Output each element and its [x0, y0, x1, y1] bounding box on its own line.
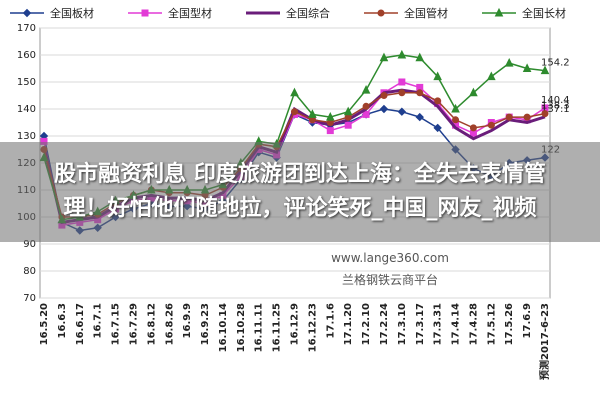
- x-tick-label: 16.12.9: [290, 303, 301, 345]
- x-tick-label: 16.10.28: [236, 303, 247, 352]
- end-label: 138.3: [541, 101, 570, 112]
- x-tick-label: 16.10.14: [218, 303, 229, 352]
- y-tick-label: 90: [23, 239, 36, 250]
- legend-label: 全国型材: [168, 6, 212, 20]
- point: [361, 84, 371, 94]
- x-tick-label: 16.11.25: [272, 303, 283, 352]
- point: [397, 107, 407, 116]
- point: [308, 109, 317, 118]
- legend-label: 全国综合: [286, 6, 330, 20]
- x-tick-label: 16.6.3: [57, 303, 68, 338]
- point: [541, 110, 549, 118]
- end-label: 140.4: [541, 95, 570, 106]
- y-tick-label: 140: [17, 104, 36, 115]
- point: [505, 113, 513, 121]
- point: [343, 106, 353, 116]
- point: [434, 97, 442, 105]
- x-tick-label: 16.6.17: [75, 303, 86, 345]
- x-tick-label: 17.3.17: [415, 303, 426, 345]
- point: [487, 121, 495, 129]
- point: [344, 121, 352, 129]
- x-tick-label: 17.1.6: [325, 303, 336, 338]
- watermark: www.lange360.com: [331, 251, 449, 265]
- point: [362, 110, 370, 118]
- point: [141, 9, 149, 17]
- x-tick-label: 17.5.26: [504, 303, 515, 345]
- point: [325, 111, 335, 121]
- caption-banner: 股市融资利息 印度旅游团到达上海：全失去表情管 理！好怕他们随地拉，评论笑死_中…: [0, 142, 600, 242]
- point: [380, 92, 388, 99]
- x-tick-label: 17.1.20: [343, 303, 354, 345]
- point: [379, 104, 389, 114]
- x-tick-label: 17.4.14: [451, 303, 462, 345]
- end-label: 137.1: [541, 104, 570, 115]
- x-tick-label: 16.9.9: [182, 303, 193, 338]
- x-tick-label: 17.2.24: [379, 303, 390, 345]
- point: [523, 113, 531, 121]
- x-tick-label: 预测2017-6-23: [538, 303, 551, 380]
- legend-label: 全国板材: [50, 6, 94, 20]
- point: [415, 112, 424, 122]
- point: [522, 63, 532, 72]
- point: [433, 123, 442, 133]
- x-tick-label: 17.6.9: [522, 303, 533, 338]
- y-tick-label: 80: [23, 266, 36, 277]
- point: [291, 108, 298, 116]
- point: [494, 7, 504, 17]
- point: [377, 9, 385, 17]
- x-tick-label: 17.3.10: [397, 303, 408, 345]
- legend-label: 全国管材: [404, 6, 448, 20]
- point: [326, 127, 334, 135]
- x-tick-label: 16.5.20: [39, 303, 50, 345]
- caption-line: 股市融资利息 印度旅游团到达上海：全失去表情管: [54, 162, 546, 187]
- point: [397, 49, 407, 59]
- y-tick-label: 70: [23, 293, 36, 304]
- x-tick-label: 17.4.28: [468, 303, 479, 345]
- x-tick-label: 16.7.29: [128, 303, 139, 345]
- x-tick-label: 17.3.31: [433, 303, 444, 345]
- x-tick-label: 16.8.26: [164, 303, 175, 345]
- watermark: 兰格钢铁云商平台: [342, 272, 438, 287]
- point: [379, 52, 389, 62]
- y-tick-label: 170: [17, 23, 36, 34]
- x-tick-label: 17.5.12: [486, 303, 497, 345]
- point: [362, 102, 370, 110]
- y-tick-label: 150: [17, 77, 36, 88]
- point: [452, 116, 460, 124]
- point: [451, 103, 460, 113]
- point: [487, 71, 496, 81]
- end-label: 154.2: [541, 58, 570, 69]
- x-tick-label: 17.2.10: [361, 303, 372, 345]
- x-tick-label: 16.7.1: [93, 303, 104, 338]
- caption-line: 理！好怕他们随地拉，评论笑死_中国_网友_视频: [63, 196, 537, 221]
- y-tick-label: 130: [17, 131, 36, 142]
- point: [22, 8, 32, 18]
- x-tick-label: 16.8.12: [146, 303, 157, 345]
- legend-label: 全国长材: [522, 6, 566, 20]
- point: [433, 71, 442, 81]
- x-tick-label: 16.12.23: [307, 303, 318, 352]
- point: [469, 124, 477, 132]
- x-tick-label: 16.7.15: [111, 303, 122, 345]
- x-tick-label: 16.11.11: [254, 303, 265, 352]
- x-tick-label: 16.9.23: [200, 303, 211, 345]
- point: [540, 65, 550, 75]
- point: [398, 89, 406, 97]
- point: [398, 78, 406, 86]
- point: [290, 87, 299, 97]
- point: [504, 57, 514, 67]
- y-tick-label: 160: [17, 50, 36, 61]
- point: [415, 52, 425, 62]
- point: [416, 89, 424, 97]
- point: [469, 87, 478, 97]
